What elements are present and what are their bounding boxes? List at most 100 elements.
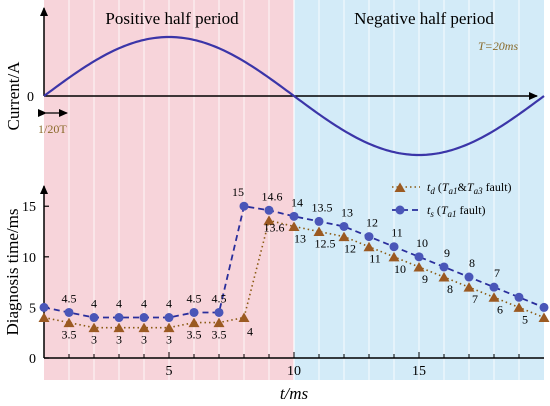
series-ts-point [514, 292, 524, 302]
current-sine-line [43, 35, 545, 157]
x-tick-label: 5 [166, 364, 173, 379]
series-td-point [438, 272, 450, 282]
series-td-point [313, 226, 325, 237]
data-label-td: 9 [422, 272, 428, 286]
x-tick-label: 15 [412, 364, 426, 379]
legend: td (Ta1&Ta3 fault) ts (Ta1 fault) [392, 180, 512, 219]
series-ts-point [39, 302, 49, 312]
negative-half-label: Negative half period [354, 9, 494, 28]
legend-label-td: td (Ta1&Ta3 fault) [427, 180, 512, 196]
series-td-point [388, 251, 400, 262]
series-ts-point [489, 282, 499, 292]
series-td-point [488, 292, 500, 302]
data-label-td: 3.5 [62, 328, 77, 342]
data-label-td: 12.5 [315, 237, 336, 251]
y-tick-label: 15 [22, 200, 36, 215]
legend-label-ts: ts (Ta1 fault) [427, 203, 486, 219]
series-ts-point [539, 302, 549, 312]
data-label-ts: 4 [116, 297, 122, 311]
data-label-td: 11 [369, 252, 381, 266]
series-td-point [138, 322, 150, 333]
data-label-ts: 4 [91, 297, 97, 311]
series-td-point [463, 282, 475, 292]
series-ts-point [289, 211, 299, 221]
data-label-td: 3.5 [187, 328, 202, 342]
data-label-ts: 14.6 [262, 189, 283, 203]
series-ts-point [439, 262, 449, 272]
data-label-ts: 4.5 [187, 291, 202, 305]
period-note: T=20ms [478, 39, 518, 53]
data-label-td: 7 [472, 292, 478, 306]
series-ts-point [164, 313, 174, 323]
data-label-ts: 9 [444, 246, 450, 260]
data-label-td: 8 [447, 282, 453, 296]
data-label-group: 4.5 4 4 4 4 4.5 4.5 15 14.6 14 13.5 13 12 11 10 9 8 7 3.5 3… [62, 185, 529, 346]
series-td-point [38, 312, 50, 323]
data-label-ts: 4 [166, 297, 172, 311]
data-label-td: 10 [394, 262, 406, 276]
y-tick-label: 5 [29, 301, 36, 316]
y-tick-label: 0 [29, 352, 36, 367]
series-td-point [88, 322, 100, 333]
interval-label: 1/20T [38, 122, 67, 136]
series-ts-point [339, 221, 349, 231]
diagnosis-x-label: t/ms [280, 384, 309, 403]
series-td-point [288, 221, 300, 231]
series-td-point [263, 215, 275, 225]
positive-half-label: Positive half period [105, 9, 239, 28]
data-label-td: 3 [166, 333, 172, 347]
current-zero-tick: 0 [27, 90, 34, 105]
series-ts-point [189, 307, 199, 317]
series-ts-point [464, 272, 474, 282]
data-label-ts: 10 [416, 236, 428, 250]
series-td-point [513, 302, 525, 312]
data-label-ts: 12 [366, 216, 378, 230]
series-ts-point [314, 216, 324, 226]
data-label-td: 4 [247, 325, 253, 339]
data-label-ts: 13 [341, 205, 353, 219]
legend-swatch-ts-marker [395, 205, 405, 215]
series-td-point [213, 317, 225, 328]
data-label-td: 3 [141, 333, 147, 347]
series-ts-point [389, 242, 399, 252]
series-td-point [188, 317, 200, 328]
legend-item-td: td (Ta1&Ta3 fault) [392, 180, 512, 196]
series-ts-point [364, 232, 374, 242]
data-label-td: 13.6 [264, 220, 285, 234]
y-tick-label: 10 [22, 251, 36, 266]
data-label-ts: 4.5 [212, 291, 227, 305]
series-group [38, 201, 550, 333]
series-ts-point [214, 307, 224, 317]
data-label-ts: 15 [232, 185, 244, 199]
data-label-td: 3 [91, 333, 97, 347]
data-label-ts: 7 [494, 266, 500, 280]
series-td-point [238, 312, 250, 323]
series-td-point [538, 312, 550, 323]
data-label-ts: 13.5 [312, 200, 333, 214]
data-label-ts: 11 [391, 226, 403, 240]
series-ts-point [89, 313, 99, 323]
series-td-point [163, 322, 175, 333]
series-ts-point [264, 205, 274, 215]
data-label-ts: 4 [141, 297, 147, 311]
data-label-td: 3.5 [212, 328, 227, 342]
current-panel: Positive half period Negative half perio… [4, 7, 545, 157]
series-ts-point [239, 201, 249, 211]
data-label-td: 12 [344, 242, 356, 256]
data-label-td: 6 [497, 302, 503, 316]
series-td-point [63, 317, 75, 328]
data-label-td: 5 [522, 312, 528, 326]
legend-item-ts: ts (Ta1 fault) [392, 203, 486, 219]
legend-swatch-td-marker [394, 182, 406, 192]
series-td-point [338, 231, 350, 242]
series-td-point [113, 322, 125, 333]
data-label-ts: 4.5 [62, 291, 77, 305]
series-ts-point [114, 313, 124, 323]
data-label-ts: 14 [291, 195, 303, 209]
series-ts-point [64, 307, 74, 317]
series-ts-point [414, 252, 424, 262]
x-tick-group: 5 10 15 [68, 352, 520, 379]
series-ts-point [139, 313, 149, 323]
